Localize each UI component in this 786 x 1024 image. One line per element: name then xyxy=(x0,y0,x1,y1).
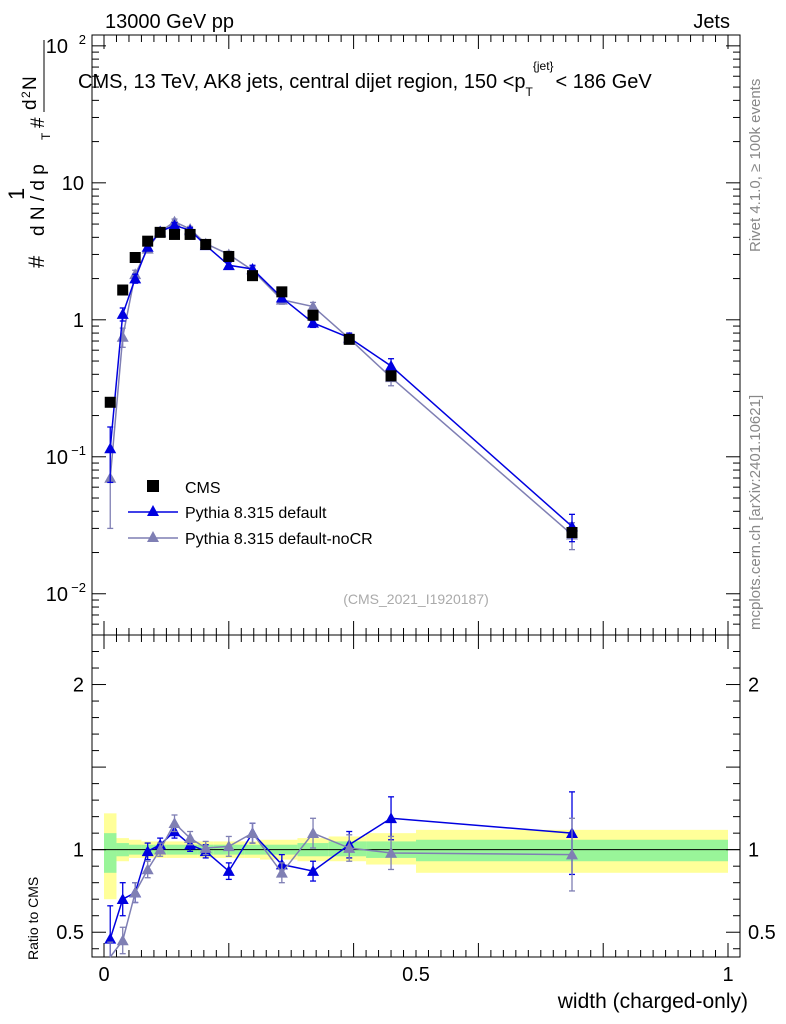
main-y-tick-exponent: 2 xyxy=(79,32,86,47)
cms-data-point xyxy=(184,228,196,240)
main-triangle-marker xyxy=(129,272,142,284)
cms-data-point xyxy=(247,270,259,282)
main-triangle-marker xyxy=(116,330,129,342)
ratio-triangle-marker xyxy=(168,817,181,829)
ratio-y-tick-label: 2 xyxy=(73,675,84,697)
ratio-triangle-marker xyxy=(307,865,320,876)
main-y-tick-exponent: −1 xyxy=(71,443,86,458)
main-y-tick-label: 1 xyxy=(73,310,84,332)
header-right: Jets xyxy=(693,11,730,33)
ratio-triangle-marker xyxy=(222,840,235,852)
legend-marker-default xyxy=(147,505,159,516)
ratio-triangle-marker xyxy=(141,845,154,857)
main-y-tick-label: 10 xyxy=(46,447,68,469)
cms-data-point xyxy=(169,228,181,240)
cms-data-point xyxy=(142,235,154,247)
ratio-triangle-marker xyxy=(385,812,398,824)
cms-data-point xyxy=(307,309,319,321)
data-marks xyxy=(104,215,578,958)
main-triangle-marker xyxy=(168,219,181,231)
title-main: CMS, 13 TeV, AK8 jets, central dijet reg… xyxy=(78,71,526,93)
ratio-y-tick-label-right: 0.5 xyxy=(748,922,776,944)
title-sub: T xyxy=(526,85,534,99)
band-inner-bin xyxy=(104,833,117,873)
cms-data-point xyxy=(223,250,235,262)
main-y-tick-label: 10 xyxy=(46,36,68,58)
analysis-watermark: (CMS_2021_I1920187) xyxy=(343,591,489,607)
x-tick-label: 0.5 xyxy=(402,964,430,986)
cms-data-point xyxy=(385,370,397,382)
main-ylabel: # d N / d p T # d 2 N 1 xyxy=(4,40,53,268)
ylabel-d2n: d xyxy=(20,99,41,110)
main-y-tick-label: 10 xyxy=(46,584,68,606)
ylabel-hash1: # xyxy=(24,255,49,268)
main-triangle-marker xyxy=(307,316,320,328)
ylabel-one: 1 xyxy=(4,188,29,200)
x-tick-label: 1 xyxy=(722,964,733,986)
x-tick-label: 0 xyxy=(98,964,109,986)
main-triangle-marker xyxy=(385,360,398,371)
header-left: 13000 GeV pp xyxy=(105,11,234,33)
ratio-triangle-marker xyxy=(307,827,320,838)
ratio-panel xyxy=(91,634,741,958)
ratio-ylabel: Ratio to CMS xyxy=(25,877,41,960)
ratio-triangle-marker xyxy=(246,827,259,838)
main-triangle-marker xyxy=(104,442,117,454)
ratio-triangle-marker xyxy=(116,934,129,946)
cms-data-point xyxy=(276,286,288,298)
legend: CMS Pythia 8.315 default Pythia 8.315 de… xyxy=(128,480,373,548)
ratio-triangle-marker xyxy=(184,832,197,843)
ratio-triangle-marker xyxy=(343,842,356,853)
mcplots-label: mcplots.cern.ch [arXiv:2401.10621] xyxy=(747,395,764,630)
cms-data-point xyxy=(129,252,141,264)
title-tail: < 186 GeV xyxy=(556,71,653,93)
cms-data-point xyxy=(117,284,129,296)
main-triangle-marker xyxy=(307,300,320,312)
legend-label-default: Pythia 8.315 default xyxy=(185,505,327,522)
ylabel-hash2: # xyxy=(28,117,49,128)
ratio-triangle-marker xyxy=(129,886,142,898)
ratio-triangle-marker xyxy=(275,866,288,878)
ratio-y-tick-label-right: 2 xyxy=(748,675,759,697)
ratio-triangle-marker xyxy=(104,932,117,944)
legend-marker-cms xyxy=(147,480,159,492)
cms-data-point xyxy=(566,527,578,539)
cms-data-point xyxy=(154,226,166,238)
title-sup: {jet} xyxy=(533,59,554,73)
rivet-label: Rivet 4.1.0, ≥ 100k events xyxy=(747,79,764,252)
ratio-triangle-marker xyxy=(116,893,129,905)
ylabel-n: N xyxy=(20,76,41,90)
ratio-y-tick-label: 1 xyxy=(73,840,84,862)
ylabel-2: 2 xyxy=(19,91,33,98)
ylabel-t1: T xyxy=(39,132,53,140)
ratio-triangle-marker xyxy=(199,842,212,853)
cms-data-point xyxy=(104,396,116,408)
plot-title: CMS, 13 TeV, AK8 jets, central dijet reg… xyxy=(78,59,652,99)
ratio-triangle-marker xyxy=(141,863,154,875)
ratio-uncertainty-bands xyxy=(92,813,740,900)
ratio-triangle-marker xyxy=(154,843,167,855)
ratio-y-tick-label: 0.5 xyxy=(56,922,84,944)
main-y-tick-label: 10 xyxy=(62,173,84,195)
main-triangle-marker xyxy=(116,308,129,319)
cms-data-point xyxy=(200,238,212,250)
cms-data-point xyxy=(343,333,355,345)
ylabel-dn: d N / d p xyxy=(28,164,49,236)
ratio-triangle-marker xyxy=(385,846,398,858)
main-triangle-marker xyxy=(222,259,235,271)
x-axis-label: width (charged-only) xyxy=(557,990,748,1013)
main-series-line xyxy=(109,220,573,536)
ratio-triangle-marker xyxy=(222,865,235,876)
legend-marker-nocr xyxy=(147,531,159,542)
main-series-line xyxy=(109,224,573,528)
legend-label-nocr: Pythia 8.315 default-noCR xyxy=(185,531,373,548)
ratio-y-tick-label-right: 1 xyxy=(748,840,759,862)
main-y-tick-exponent: −2 xyxy=(71,580,86,595)
ratio-frame xyxy=(91,634,741,958)
ratio-triangle-marker xyxy=(566,848,578,860)
legend-label-cms: CMS xyxy=(185,480,221,497)
